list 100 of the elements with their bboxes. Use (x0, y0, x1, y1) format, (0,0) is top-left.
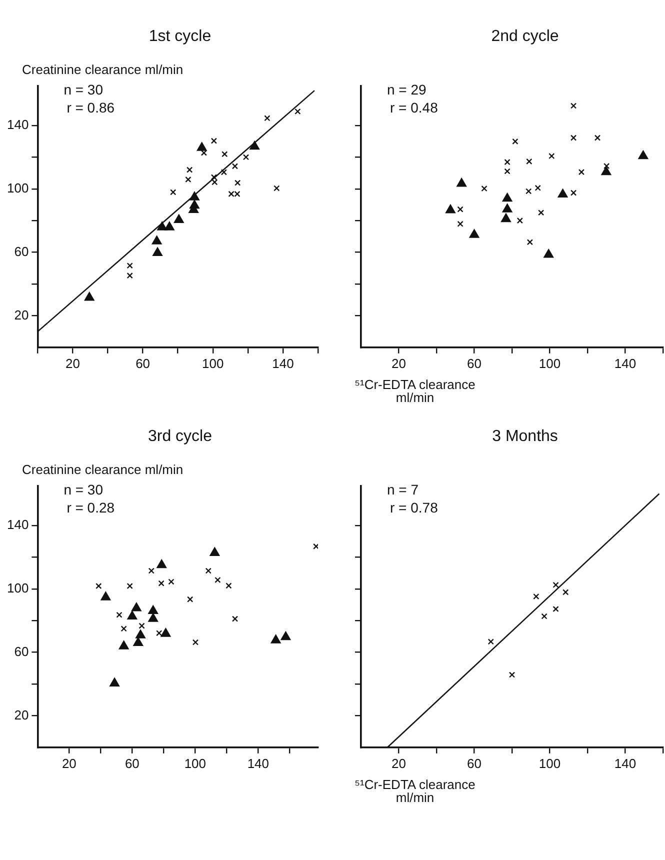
point (526, 158, 532, 164)
point (526, 188, 532, 194)
point (190, 192, 200, 200)
x-tick-label: 20 (62, 756, 76, 771)
point (158, 580, 164, 586)
x-tick-label: 140 (614, 756, 636, 771)
x-tick-label: 140 (614, 356, 636, 371)
point (533, 593, 540, 600)
annotation: r = 0.78 (390, 500, 438, 516)
x-tick-label: 20 (65, 356, 80, 371)
annotation: r = 0.48 (390, 100, 438, 116)
y-tick-label: 60 (14, 644, 29, 659)
point (136, 630, 146, 638)
point (164, 222, 174, 230)
point (234, 180, 241, 186)
point (457, 206, 464, 212)
point (570, 134, 577, 141)
point (96, 582, 102, 590)
point (210, 547, 220, 556)
point (174, 214, 184, 224)
y-tick-label: 100 (6, 580, 29, 596)
annotation: n = 30 (64, 82, 104, 98)
point (226, 582, 232, 589)
point (120, 626, 127, 632)
point (488, 638, 494, 645)
point (232, 616, 238, 622)
point (187, 596, 194, 602)
y-tick-label: 20 (14, 707, 29, 722)
annotation: n = 7 (387, 482, 419, 498)
point (538, 210, 544, 216)
point (148, 568, 154, 574)
point (228, 190, 234, 198)
point (594, 134, 601, 141)
point (148, 605, 158, 614)
point (205, 568, 212, 574)
point (168, 578, 174, 585)
x-tick-label: 100 (538, 756, 561, 771)
point (156, 559, 167, 568)
point (552, 606, 559, 612)
x-tick-label: 20 (392, 756, 406, 771)
point (132, 602, 142, 612)
point (544, 249, 554, 258)
point (232, 163, 238, 170)
point (250, 140, 260, 150)
x-axis-title: ⁵¹Cr-EDTA clearance ml/min (354, 777, 476, 805)
point (508, 672, 516, 678)
point (186, 166, 193, 173)
point (118, 640, 129, 650)
point (516, 217, 524, 224)
x-tick-label: 60 (124, 756, 140, 771)
x-tick-label: 60 (136, 356, 150, 371)
point (264, 115, 270, 122)
point (126, 582, 133, 590)
point (313, 543, 318, 550)
x-tick-label: 140 (247, 756, 270, 771)
point (110, 678, 120, 686)
point (457, 220, 464, 227)
point (156, 630, 162, 636)
point (502, 192, 512, 202)
point (152, 247, 162, 256)
point (446, 204, 456, 214)
y-tick-label: 100 (6, 180, 29, 196)
y-axis-title: Creatinine clearance ml/min (22, 462, 184, 477)
point (148, 613, 158, 622)
point (456, 178, 467, 187)
point (84, 292, 94, 301)
point (601, 166, 612, 176)
point (152, 236, 162, 244)
y-axis-title: Creatinine clearance ml/min (22, 62, 184, 77)
point (469, 229, 480, 238)
point (234, 190, 240, 198)
x-tick-label: 100 (184, 756, 206, 771)
y-tick-label: 140 (6, 517, 29, 532)
point (138, 622, 145, 629)
point (638, 150, 648, 160)
point (526, 239, 534, 246)
point (552, 582, 559, 588)
x-tick-label: 60 (467, 356, 482, 371)
point (185, 176, 192, 183)
point (242, 154, 250, 160)
point (160, 628, 171, 637)
y-tick-label: 60 (14, 244, 29, 259)
point (512, 138, 518, 145)
point (548, 152, 555, 160)
annotation: r = 0.28 (66, 500, 115, 516)
x-tick-label: 100 (538, 356, 561, 371)
point (126, 262, 133, 269)
chart-title: 3 Months (491, 428, 559, 446)
chart-title: 2nd cycle (490, 28, 560, 46)
x-axis-title: ⁵¹Cr-EDTA clearance ml/min (354, 377, 476, 405)
point (570, 102, 577, 109)
point (578, 168, 585, 176)
x-tick-label: 20 (392, 356, 406, 371)
point (100, 592, 111, 600)
point (481, 185, 488, 192)
point (504, 168, 510, 174)
point (541, 613, 548, 620)
point (570, 190, 577, 196)
annotation: n = 30 (64, 482, 104, 498)
y-tick-label: 20 (14, 307, 29, 322)
